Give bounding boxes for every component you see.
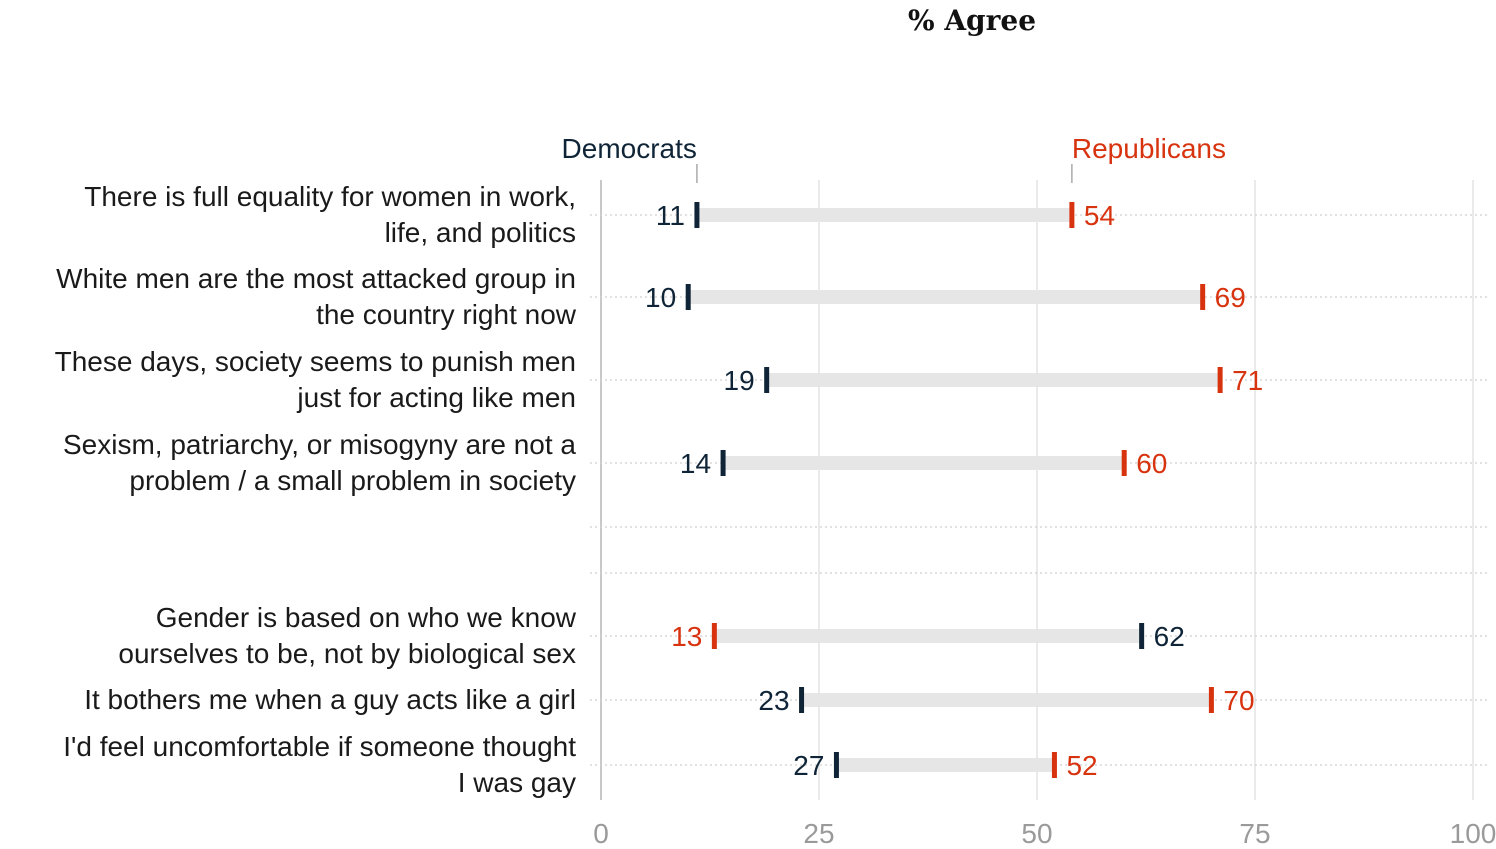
republicans-value-label: 54	[1084, 200, 1115, 231]
category-label-line: life, and politics	[385, 217, 576, 248]
range-bar	[836, 758, 1054, 772]
republicans-value-label: 71	[1232, 365, 1263, 396]
category-label-line: I was gay	[458, 767, 576, 798]
republicans-marker	[1218, 367, 1223, 393]
category-label: Gender is based on who we know ourselves …	[118, 602, 576, 669]
category-label-line: These days, society seems to punish men	[55, 346, 576, 377]
range-bar	[723, 456, 1124, 470]
category-label-line: problem / a small problem in society	[129, 465, 576, 496]
x-tick-label: 50	[1021, 818, 1052, 849]
legend-democrats: Democrats	[562, 133, 697, 164]
category-label: These days, society seems to punish men j…	[55, 346, 576, 413]
category-label-line: Gender is based on who we know	[156, 602, 577, 633]
republicans-marker	[712, 623, 717, 649]
category-label: There is full equality for women in work…	[84, 181, 576, 248]
democrats-value-label: 14	[680, 448, 711, 479]
category-label-line: ourselves to be, not by biological sex	[118, 638, 576, 669]
republicans-value-label: 13	[671, 621, 702, 652]
category-label-line: White men are the most attacked group in	[56, 263, 576, 294]
category-label-line: Sexism, patriarchy, or misogyny are not …	[63, 429, 576, 460]
x-tick-label: 75	[1239, 818, 1270, 849]
category-label-line: the country right now	[316, 299, 577, 330]
democrats-marker	[764, 367, 769, 393]
republicans-value-label: 60	[1136, 448, 1167, 479]
category-label: Sexism, patriarchy, or misogyny are not …	[63, 429, 576, 496]
democrats-marker	[799, 687, 804, 713]
chart-title: % Agree	[908, 4, 1036, 37]
republicans-marker	[1209, 687, 1214, 713]
range-bar	[802, 693, 1212, 707]
range-bar	[688, 290, 1202, 304]
category-label-line: There is full equality for women in work…	[84, 181, 576, 212]
republicans-value-label: 52	[1066, 750, 1097, 781]
category-label: It bothers me when a guy acts like a gir…	[84, 684, 576, 715]
category-label-line: I'd feel uncomfortable if someone though…	[63, 731, 576, 762]
legend-republicans: Republicans	[1072, 133, 1226, 164]
democrats-value-label: 62	[1154, 621, 1185, 652]
republicans-marker	[1122, 450, 1127, 476]
range-bar	[767, 373, 1220, 387]
republicans-value-label: 69	[1215, 282, 1246, 313]
category-label: I'd feel uncomfortable if someone though…	[63, 731, 576, 798]
democrats-marker	[834, 752, 839, 778]
range-bar	[714, 629, 1141, 643]
republicans-marker	[1069, 202, 1074, 228]
range-bar	[697, 208, 1072, 222]
democrats-marker	[721, 450, 726, 476]
category-label-line: It bothers me when a guy acts like a gir…	[84, 684, 576, 715]
democrats-value-label: 10	[645, 282, 676, 313]
democrats-value-label: 19	[724, 365, 755, 396]
democrats-value-label: 11	[656, 200, 685, 231]
republicans-marker	[1200, 284, 1205, 310]
x-tick-label: 25	[803, 818, 834, 849]
x-tick-label: 0	[593, 818, 609, 849]
democrats-value-label: 27	[793, 750, 824, 781]
democrats-marker	[1139, 623, 1144, 649]
x-tick-label: 100	[1450, 818, 1496, 849]
democrats-marker	[694, 202, 699, 228]
democrats-value-label: 23	[758, 685, 789, 716]
category-label-line: just for acting like men	[296, 382, 576, 413]
category-label: White men are the most attacked group in…	[56, 263, 577, 330]
democrats-marker	[686, 284, 691, 310]
republicans-value-label: 70	[1223, 685, 1254, 716]
republicans-marker	[1052, 752, 1057, 778]
